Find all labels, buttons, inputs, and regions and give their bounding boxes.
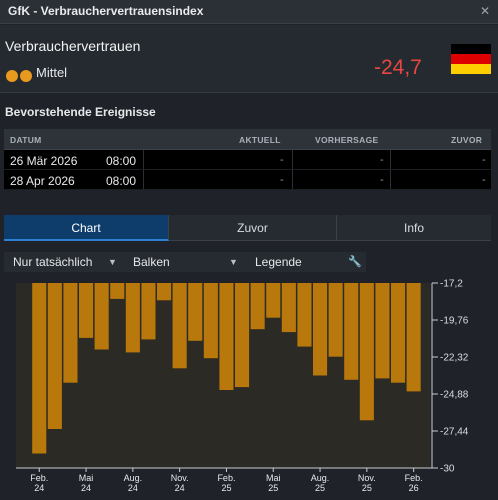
- y-tick-label: -27,44: [440, 427, 469, 438]
- column-header-forecast: VORHERSAGE: [315, 135, 379, 145]
- chart-bar: [344, 283, 359, 380]
- event-previous: -: [482, 154, 486, 166]
- chart-bar: [110, 283, 125, 299]
- x-tick-label: Nov.: [171, 473, 189, 483]
- chart-bar: [235, 283, 250, 388]
- x-tick-label: 24: [34, 483, 44, 493]
- table-row[interactable]: 28 Apr 2026 08:00 - - -: [4, 170, 491, 190]
- event-time: 08:00: [106, 174, 137, 188]
- x-tick-label: 25: [315, 483, 325, 493]
- chart-bar: [79, 283, 94, 338]
- chart-bar: [266, 283, 281, 318]
- event-actual: -: [280, 154, 284, 166]
- indicator-value: -24,7: [374, 56, 422, 79]
- chevron-down-icon[interactable]: ▼: [108, 257, 117, 267]
- events-title: Bevorstehende Ereignisse: [5, 105, 156, 119]
- events-table: DATUM AKTUELL VORHERSAGE ZUVOR 26 Mär 20…: [4, 129, 491, 190]
- window-title: GfK - Verbrauchervertrauensindex: [8, 4, 204, 18]
- x-tick-label: Aug.: [124, 473, 143, 483]
- filter-dropdown[interactable]: Nur tatsächlich: [13, 255, 93, 269]
- chart-bar: [94, 283, 109, 350]
- chart-bar: [391, 283, 406, 383]
- event-date: 28 Apr 2026: [10, 174, 75, 188]
- x-tick-label: 25: [362, 483, 372, 493]
- window-titlebar: GfK - Verbrauchervertrauensindex ✕: [0, 0, 498, 24]
- x-tick-label: 25: [221, 483, 231, 493]
- tab-previous[interactable]: Zuvor: [169, 215, 337, 241]
- x-tick-label: 24: [81, 483, 91, 493]
- event-forecast: -: [380, 174, 384, 186]
- event-previous: -: [482, 174, 486, 186]
- x-tick-label: Aug.: [311, 473, 330, 483]
- events-table-header: DATUM AKTUELL VORHERSAGE ZUVOR: [4, 129, 491, 150]
- y-tick-label: -19,76: [440, 316, 469, 327]
- event-date: 26 Mär 2026: [10, 154, 78, 168]
- importance-dot-icon: [20, 69, 32, 82]
- column-header-actual: AKTUELL: [239, 135, 281, 145]
- tab-bar: Chart Zuvor Info: [4, 215, 491, 241]
- chart-bar: [172, 283, 187, 369]
- event-time: 08:00: [106, 154, 137, 168]
- event-forecast: -: [380, 154, 384, 166]
- chart-area: -17,2 -19,76 -22,32 -24,88 -27,44 -30 Feb. 24 Ma…: [0, 274, 498, 500]
- indicator-name: Verbrauchervertrauen: [5, 38, 141, 54]
- column-header-previous: ZUVOR: [451, 135, 483, 145]
- chart-bar: [63, 283, 78, 383]
- x-tick-label: 24: [175, 483, 185, 493]
- close-icon[interactable]: ✕: [479, 4, 490, 18]
- chart-bar: [141, 283, 156, 340]
- x-tick-label: Nov.: [358, 473, 376, 483]
- chart-bar: [375, 283, 390, 379]
- chart-bar: [250, 283, 265, 330]
- bar-chart: -17,2-19,76-22,32-24,88-27,44-30Feb.24Ma…: [16, 279, 469, 493]
- tab-info[interactable]: Info: [403, 221, 424, 235]
- legend-toggle[interactable]: Legende: [255, 255, 302, 269]
- table-row[interactable]: 26 Mär 2026 08:00 - - -: [4, 150, 491, 170]
- chart-bar: [125, 283, 140, 353]
- germany-flag-icon: [451, 44, 491, 74]
- chart-type-dropdown[interactable]: Balken: [133, 255, 170, 269]
- y-tick-label: -24,88: [440, 390, 469, 401]
- importance-dots: [6, 67, 34, 85]
- event-actual: -: [280, 174, 284, 186]
- x-tick-label: Mai: [79, 473, 94, 483]
- chart-bar: [157, 283, 172, 301]
- x-tick-label: Mai: [266, 473, 281, 483]
- column-header-date: DATUM: [10, 135, 42, 145]
- chart-bar: [406, 283, 421, 392]
- importance-dot-icon: [6, 69, 18, 82]
- chevron-down-icon[interactable]: ▼: [229, 257, 238, 267]
- wrench-icon[interactable]: 🔧: [348, 256, 362, 268]
- y-tick-label: -17,2: [440, 279, 463, 290]
- x-tick-label: 25: [268, 483, 278, 493]
- y-tick-label: -30: [440, 464, 455, 475]
- chart-bar: [328, 283, 343, 357]
- x-tick-label: Feb.: [405, 473, 423, 483]
- chart-bar: [313, 283, 328, 376]
- chart-bar: [188, 283, 203, 341]
- chart-bar: [297, 283, 312, 347]
- importance-label: Mittel: [36, 65, 68, 80]
- x-tick-label: Feb.: [30, 473, 48, 483]
- chart-toolbar: Nur tatsächlich ▼ Balken ▼ Legende 🔧: [4, 252, 366, 272]
- x-tick-label: 24: [128, 483, 138, 493]
- chart-bar: [281, 283, 296, 333]
- chart-bar: [32, 283, 47, 454]
- chart-bar: [203, 283, 218, 359]
- y-tick-label: -22,32: [440, 353, 469, 364]
- chart-bar: [359, 283, 374, 421]
- tab-chart[interactable]: Chart: [4, 215, 169, 241]
- x-tick-label: Feb.: [217, 473, 235, 483]
- chart-bar: [219, 283, 234, 390]
- chart-bar: [47, 283, 62, 429]
- indicator-header: Verbrauchervertrauen Mittel -24,7: [0, 25, 498, 93]
- x-tick-label: 26: [409, 483, 419, 493]
